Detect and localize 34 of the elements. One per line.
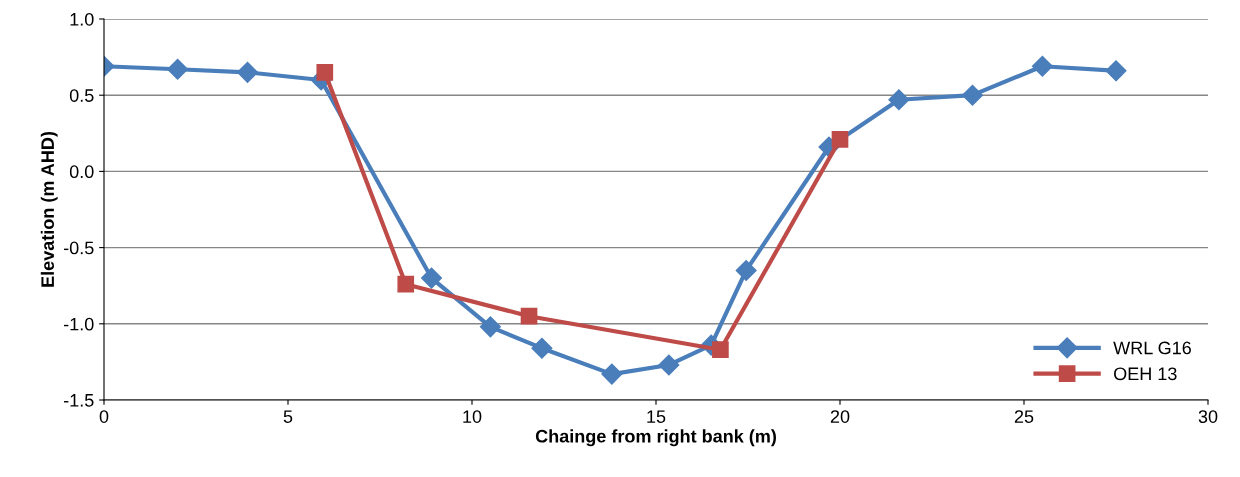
legend-label: WRL G16 [1113, 341, 1191, 355]
x-tick-label: 25 [1014, 410, 1034, 423]
point [1031, 55, 1053, 77]
point [601, 363, 623, 385]
x-tick-label: 5 [283, 410, 293, 423]
x-tick-label: 0 [99, 410, 109, 423]
x-tick-label: 30 [1198, 410, 1218, 423]
y-axis-title: Elevation (m AHD) [40, 131, 58, 287]
x-tick-label: 15 [647, 410, 666, 423]
y-tick-label: 1.0 [70, 12, 94, 26]
x-axis-title: Chainge from right bank (m) [535, 429, 776, 447]
point [658, 354, 680, 376]
y-tick-label: -1.5 [63, 394, 94, 407]
point [237, 61, 259, 83]
point [397, 275, 415, 293]
y-tick-label: 0.5 [69, 89, 94, 102]
point [1105, 60, 1127, 82]
point [831, 131, 849, 148]
point [316, 64, 334, 81]
point [421, 267, 443, 289]
x-tick-label: 10 [463, 410, 482, 423]
point [712, 341, 729, 359]
point [531, 337, 553, 359]
point [520, 307, 538, 325]
point [888, 89, 910, 111]
point [735, 259, 757, 281]
y-tick-label: -1.0 [63, 317, 94, 331]
point [167, 58, 189, 80]
legend-label: OEH 13 [1114, 367, 1177, 381]
y-tick-label: 0.0 [69, 165, 94, 179]
point [479, 316, 501, 338]
point [961, 84, 983, 106]
y-tick-label: -0.5 [63, 241, 94, 255]
x-tick-label: 20 [830, 410, 850, 423]
